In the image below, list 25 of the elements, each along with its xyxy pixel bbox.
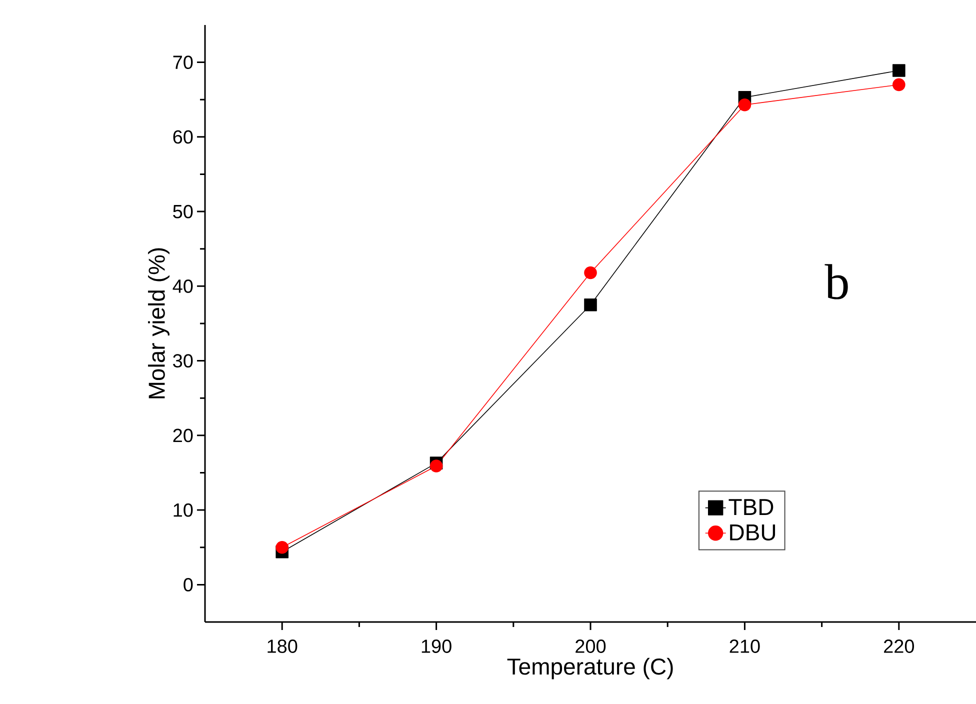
x-tick-label: 200 <box>576 640 606 653</box>
x-axis-title: Temperature (C) <box>507 658 673 680</box>
point <box>738 98 752 112</box>
point <box>276 540 289 554</box>
x-tick-label: 220 <box>884 640 914 653</box>
point <box>892 64 906 77</box>
annotation: b <box>824 264 848 300</box>
x-tick-label: 180 <box>268 640 298 653</box>
point <box>430 460 443 472</box>
y-tick-label: 0 <box>184 578 193 592</box>
point <box>584 298 597 312</box>
x-tick-label: 210 <box>730 640 760 653</box>
y-tick-label: 40 <box>172 279 193 293</box>
point <box>892 78 906 92</box>
y-tick-label: 10 <box>174 503 193 517</box>
y-tick-label: 50 <box>173 204 193 218</box>
y-axis-title: Molar yield (%) <box>148 248 170 398</box>
point <box>584 266 597 280</box>
y-tick-label: 60 <box>173 130 193 144</box>
legend-label: DBU <box>730 524 776 541</box>
y-tick-label: 20 <box>173 428 193 442</box>
y-tick-label: 70 <box>173 56 193 70</box>
y-tick-label: 30 <box>173 354 193 368</box>
x-tick-label: 190 <box>422 640 452 653</box>
legend-label: TBD <box>728 499 774 515</box>
